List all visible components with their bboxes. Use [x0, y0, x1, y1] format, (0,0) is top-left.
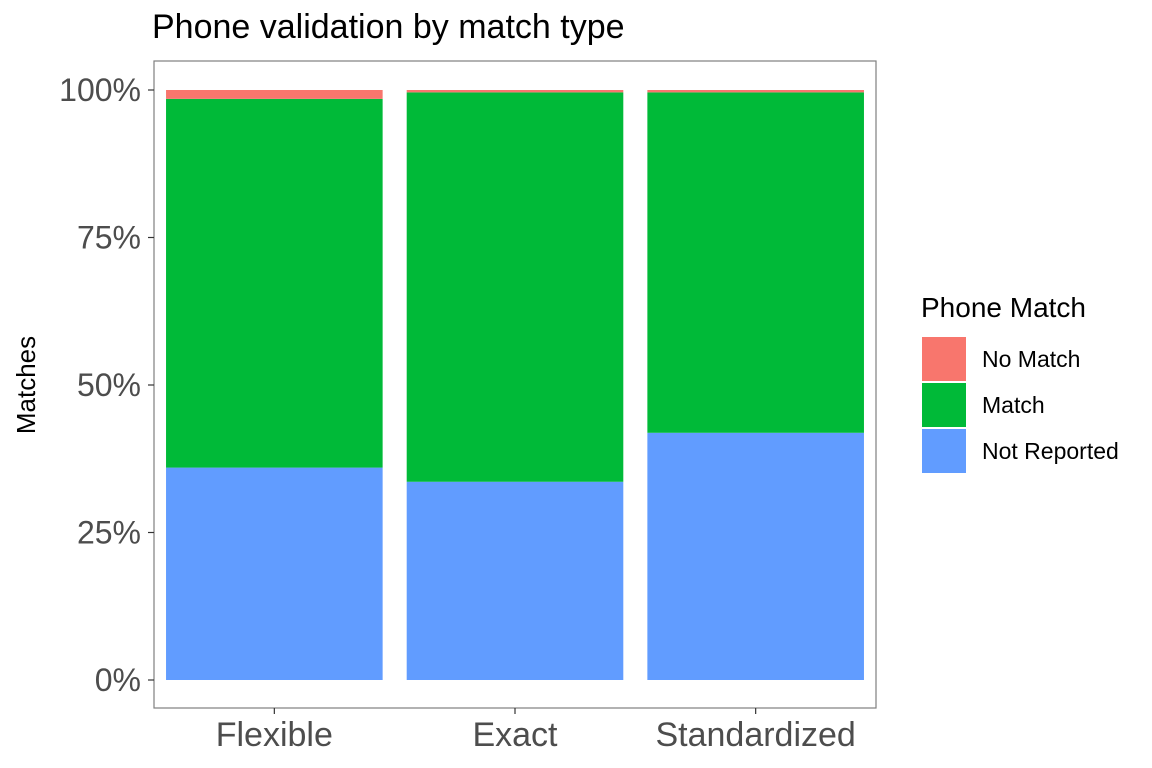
bar-segment-standardized-no-match [647, 90, 864, 93]
bar-segment-flexible-match [166, 98, 383, 468]
y-tick-label: 25% [77, 515, 141, 551]
x-tick-label: Flexible [216, 716, 333, 754]
bars-group [166, 90, 864, 680]
bar-segment-flexible-no-match [166, 90, 383, 99]
bar-segment-standardized-match [647, 92, 864, 433]
legend-label: Match [982, 392, 1045, 418]
bar-segment-flexible-not-reported [166, 467, 383, 680]
legend-label: Not Reported [982, 438, 1119, 464]
y-tick-label: 50% [77, 367, 141, 403]
y-axis-title: Matches [11, 336, 41, 434]
y-tick-label: 100% [59, 72, 141, 108]
bar-segment-exact-no-match [406, 90, 624, 93]
legend-key-no-match [922, 337, 966, 381]
bar-segment-standardized-not-reported [647, 432, 864, 680]
legend-title: Phone Match [921, 292, 1086, 323]
legend-key-not-reported [922, 429, 966, 473]
x-axis: Flexible Exact Standardized [216, 708, 856, 754]
y-tick-label: 0% [95, 662, 141, 698]
legend-label: No Match [982, 346, 1080, 372]
x-tick-label: Standardized [655, 716, 855, 754]
bar-segment-exact-not-reported [406, 481, 624, 680]
legend-key-match [922, 383, 966, 427]
y-tick-label: 75% [77, 220, 141, 256]
legend: Phone Match No Match Match Not Reported [921, 292, 1119, 473]
chart-title: Phone validation by match type [152, 8, 625, 46]
y-axis: 0% 25% 50% 75% 100% [59, 72, 154, 698]
bar-segment-exact-match [406, 92, 624, 482]
x-tick-label: Exact [472, 716, 558, 754]
